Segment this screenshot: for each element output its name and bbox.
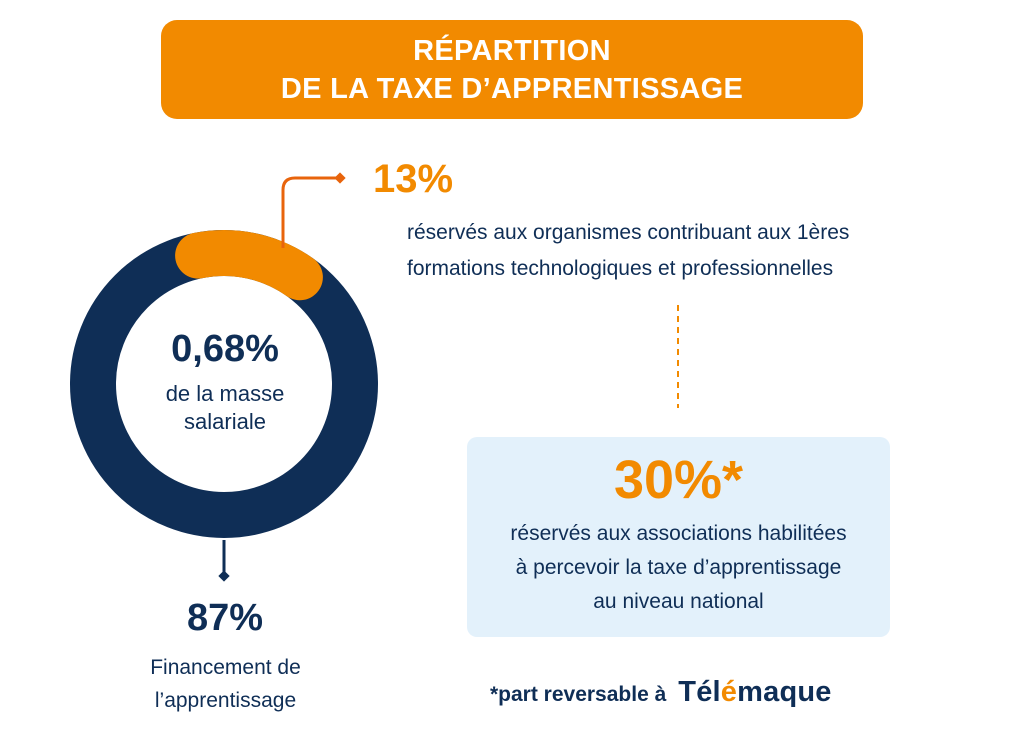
footnote-text: *part reversable à [490, 683, 667, 706]
telemaque-logo: Télémaque [678, 676, 831, 709]
donut-center-label-line2: salariale [184, 409, 266, 434]
title-line-1: RÉPARTITION [413, 34, 611, 67]
box-30-line3: au niveau national [593, 590, 764, 613]
brand-part2: maque [737, 676, 832, 708]
connector-13 [281, 172, 346, 248]
donut-center-value: 0,68% [171, 328, 279, 370]
segment-13-line1: réservés aux organismes contribuant aux … [407, 221, 850, 244]
segment-13-line2: formations technologiques et professionn… [407, 257, 834, 280]
segment-87-line2: l’apprentissage [154, 689, 297, 712]
box-30-value: 30%* [613, 450, 744, 510]
segment-87-value: 87% [186, 597, 264, 639]
brand-part1: Tél [678, 676, 721, 708]
donut-center-label-line1: de la masse [165, 381, 285, 406]
segment-87-description: Financement de l’apprentissage [118, 651, 333, 717]
title-banner: RÉPARTITION DE LA TAXE D’APPRENTISSAGE [161, 20, 863, 119]
segment-13-value: 13% [373, 157, 454, 201]
connector-87 [218, 540, 230, 582]
box-30-percent: 30%* réservés aux associations habilitée… [467, 437, 890, 637]
footnote: *part reversable à Télémaque [490, 676, 832, 709]
donut-center-label: de la masse salariale [140, 380, 310, 436]
donut-slice-13 [175, 230, 323, 301]
title-line-2: DE LA TAXE D’APPRENTISSAGE [280, 72, 744, 105]
brand-accent: é [720, 676, 738, 708]
segment-13-description: réservés aux organismes contribuant aux … [407, 215, 967, 287]
segment-87-line1: Financement de [150, 656, 301, 679]
box-30-line1: réservés aux associations habilitées [510, 522, 847, 545]
box-30-description: réservés aux associations habilitées à p… [467, 517, 890, 619]
box-30-line2: à percevoir la taxe d’apprentissage [515, 556, 842, 579]
